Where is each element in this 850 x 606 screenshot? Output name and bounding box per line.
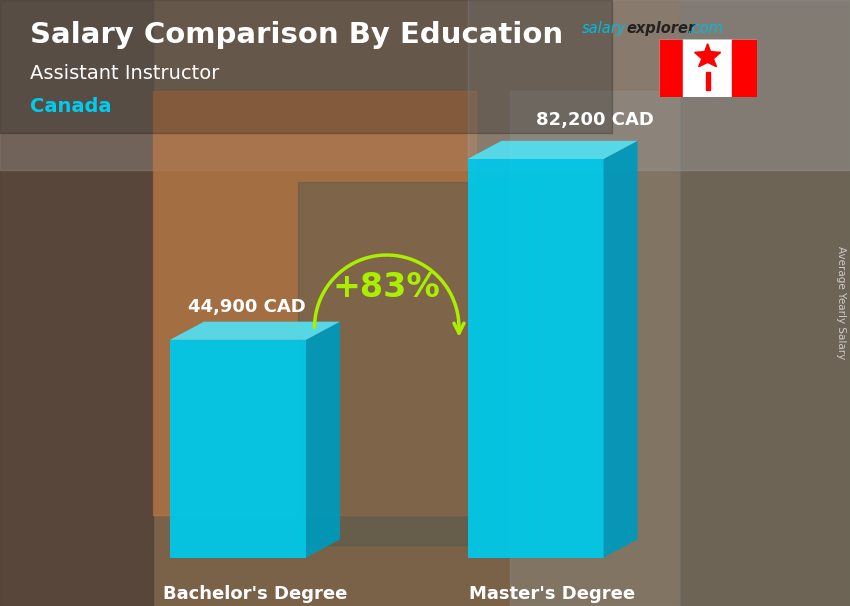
Bar: [659, 39, 683, 97]
Text: 82,200 CAD: 82,200 CAD: [536, 111, 654, 128]
Polygon shape: [468, 141, 638, 159]
Polygon shape: [170, 322, 340, 340]
Bar: [732, 39, 756, 97]
Text: +83%: +83%: [333, 271, 440, 304]
Text: Canada: Canada: [30, 97, 111, 116]
Bar: [706, 73, 710, 90]
Polygon shape: [694, 44, 721, 67]
Text: Salary Comparison By Education: Salary Comparison By Education: [30, 21, 563, 49]
Text: Master's Degree: Master's Degree: [469, 585, 636, 603]
Polygon shape: [468, 159, 604, 558]
Bar: [680, 0, 850, 606]
Bar: [0, 0, 612, 133]
Text: Bachelor's Degree: Bachelor's Degree: [163, 585, 347, 603]
Bar: [468, 0, 850, 170]
Polygon shape: [604, 141, 638, 558]
Text: Average Yearly Salary: Average Yearly Salary: [836, 247, 847, 359]
Text: salary: salary: [582, 21, 626, 36]
Text: 44,900 CAD: 44,900 CAD: [188, 298, 305, 316]
Text: .com: .com: [687, 21, 722, 36]
Bar: [0, 0, 468, 170]
Bar: [298, 182, 536, 545]
Bar: [0, 0, 153, 606]
Text: explorer: explorer: [626, 21, 695, 36]
Bar: [153, 91, 476, 515]
Text: Assistant Instructor: Assistant Instructor: [30, 64, 219, 82]
Polygon shape: [306, 322, 340, 558]
Bar: [510, 91, 680, 606]
Bar: [683, 39, 732, 97]
Polygon shape: [170, 340, 306, 558]
